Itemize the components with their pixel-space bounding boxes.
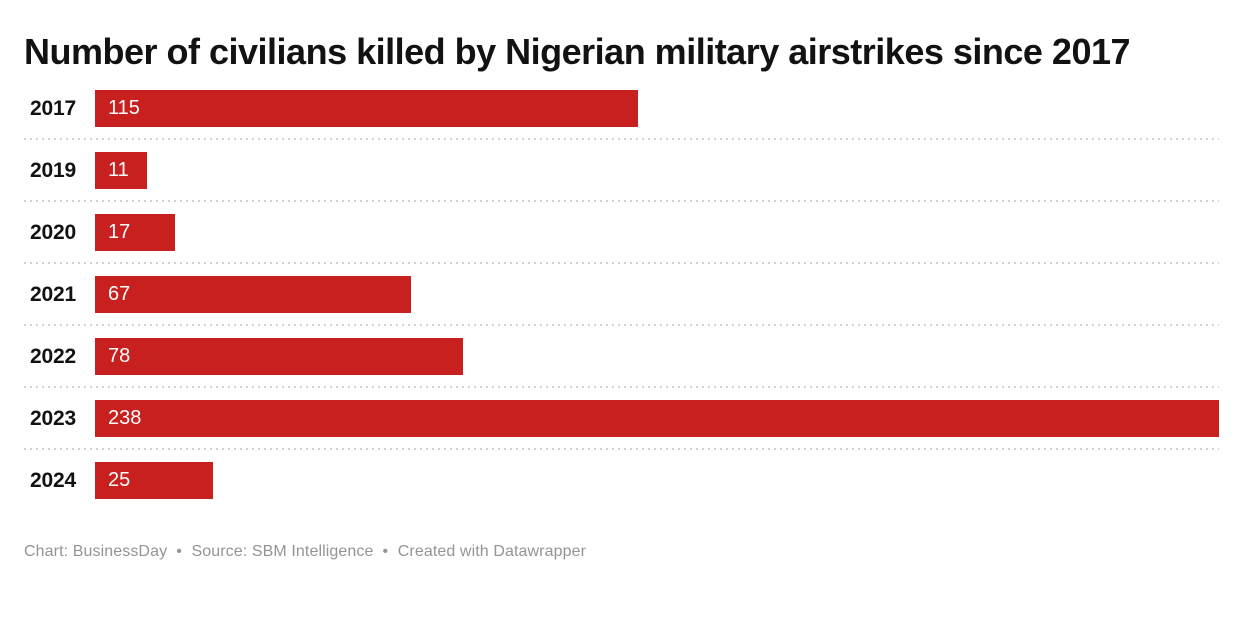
source-credit: Source: SBM Intelligence xyxy=(191,543,374,560)
bar-row: 2023 238 xyxy=(24,400,1219,450)
row-separator xyxy=(24,386,1219,388)
bar-row-main: 2022 78 xyxy=(24,338,1219,375)
value-label: 238 xyxy=(108,407,142,429)
value-label: 67 xyxy=(108,283,131,305)
row-separator xyxy=(24,262,1219,264)
value-label: 25 xyxy=(108,469,131,491)
bar-row: 2020 17 xyxy=(24,214,1219,264)
category-label: 2024 xyxy=(30,468,76,492)
bar-track: 67 xyxy=(95,276,1219,313)
row-separator xyxy=(24,448,1219,450)
bar-row: 2024 25 xyxy=(24,462,1219,499)
chart-footer: Chart: BusinessDay • Source: SBM Intellig… xyxy=(24,543,1219,561)
footer-bullet: • xyxy=(176,543,182,560)
bar-track: 17 xyxy=(95,214,1219,251)
bar: 17 xyxy=(95,214,176,251)
row-separator xyxy=(24,324,1219,326)
bar-track: 238 xyxy=(95,400,1219,437)
bar: 25 xyxy=(95,462,214,499)
bar-row: 2022 78 xyxy=(24,338,1219,388)
value-label: 11 xyxy=(108,159,129,181)
category-label: 2017 xyxy=(30,96,76,120)
chart-credit: Chart: BusinessDay xyxy=(24,543,168,560)
bar: 115 xyxy=(95,90,639,127)
row-separator xyxy=(24,200,1219,202)
chart-title: Number of civilians killed by Nigerian m… xyxy=(24,31,1131,72)
bar-row: 2021 67 xyxy=(24,276,1219,326)
category-label: 2023 xyxy=(30,406,76,430)
bar-row-main: 2024 25 xyxy=(24,462,1219,499)
bar-row-main: 2019 11 xyxy=(24,152,1219,189)
category-label: 2021 xyxy=(30,282,76,306)
row-separator xyxy=(24,138,1219,140)
bar-row: 2019 11 xyxy=(24,152,1219,202)
footer-bullet: • xyxy=(382,543,389,560)
bar: 67 xyxy=(95,276,412,313)
bar: 11 xyxy=(95,152,147,189)
value-label: 78 xyxy=(108,345,131,367)
bar-row-main: 2020 17 xyxy=(24,214,1219,251)
bar-row-main: 2017 115 xyxy=(24,90,1219,127)
category-label: 2022 xyxy=(30,344,76,368)
bar-row-main: 2023 238 xyxy=(24,400,1219,437)
value-label: 17 xyxy=(108,221,131,243)
bar-track: 25 xyxy=(95,462,1219,499)
category-label: 2019 xyxy=(30,158,76,182)
bar: 238 xyxy=(95,400,1219,437)
value-label: 115 xyxy=(108,97,140,119)
category-label: 2020 xyxy=(30,220,76,244)
bar-track: 115 xyxy=(95,90,1219,127)
tool-credit: Created with Datawrapper xyxy=(397,543,587,560)
bar-chart: 2017 115 2019 11 2020 17 xyxy=(24,90,1219,499)
bar-track: 78 xyxy=(95,338,1219,375)
bar: 78 xyxy=(95,338,464,375)
bar-row-main: 2021 67 xyxy=(24,276,1219,313)
bar-track: 11 xyxy=(95,152,1219,189)
bar-row: 2017 115 xyxy=(24,90,1219,140)
